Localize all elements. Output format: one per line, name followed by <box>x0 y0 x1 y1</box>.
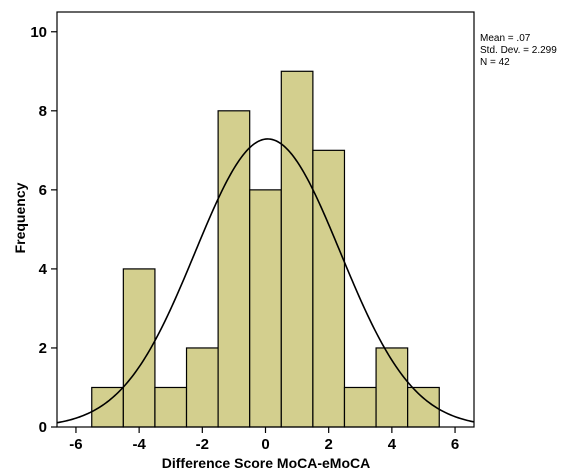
x-tick-label: -6 <box>69 436 82 453</box>
histogram-bar-5 <box>249 189 282 428</box>
histogram-bar-2 <box>154 386 188 428</box>
x-axis-title: Difference Score MoCA-eMoCA <box>162 455 370 471</box>
x-tick-label: 2 <box>325 436 333 453</box>
y-tick-label: 10 <box>30 24 47 41</box>
bars-group <box>91 70 440 428</box>
y-tick-label: 2 <box>39 340 47 357</box>
y-tick-label: 6 <box>39 182 47 199</box>
x-tick-label: 0 <box>261 436 269 453</box>
normal-curve <box>56 138 475 424</box>
x-tick-label: -2 <box>196 436 209 453</box>
x-tick-label: 4 <box>388 436 397 453</box>
histogram-bar-6 <box>280 70 314 428</box>
y-axis: 0 2 4 6 8 10 <box>30 24 57 436</box>
histogram-bar-0 <box>91 386 124 428</box>
stat-mean: Mean = .07 <box>480 33 531 44</box>
y-tick-label: 0 <box>39 419 47 436</box>
y-axis-title: Frequency <box>12 182 28 253</box>
histogram-bar-4 <box>217 110 251 428</box>
x-axis: -6 -4 -2 0 2 4 6 <box>69 427 459 453</box>
stat-sd: Std. Dev. = 2.299 <box>480 45 557 56</box>
stat-n: N = 42 <box>480 57 510 68</box>
x-tick-label: -4 <box>132 436 146 453</box>
histogram-bar-1 <box>122 268 156 428</box>
histogram-bar-8 <box>343 386 377 428</box>
histogram-bar-3 <box>185 347 219 428</box>
y-tick-label: 8 <box>39 103 47 120</box>
histogram-bar-7 <box>312 149 346 428</box>
y-tick-label: 4 <box>39 261 48 278</box>
x-tick-label: 6 <box>451 436 459 453</box>
